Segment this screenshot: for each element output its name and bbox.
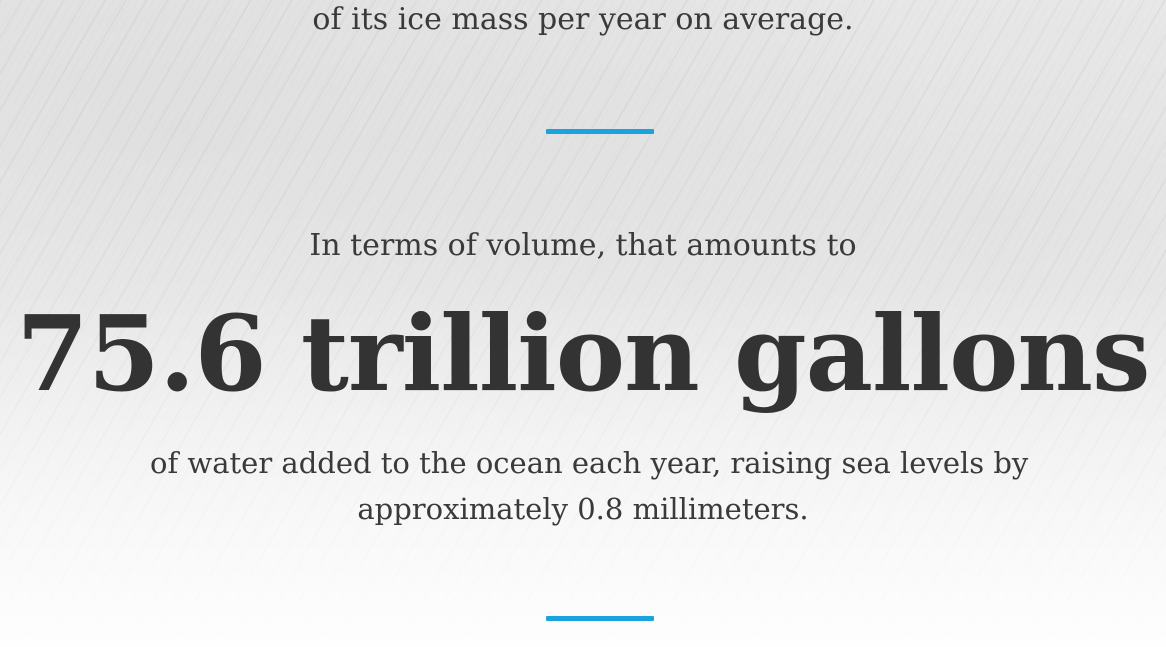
headline-figure: 75.6 trillion gallons [16, 292, 1150, 415]
explanation-text: of water added to the ocean each year, r… [150, 440, 1029, 532]
intro-text: In terms of volume, that amounts to [309, 228, 857, 263]
accent-divider-top [546, 129, 654, 134]
previous-paragraph-ending: of its ice mass per year on average. [312, 2, 854, 37]
explanation-line-1: of water added to the ocean each year, r… [150, 446, 1029, 480]
explanation-line-2: approximately 0.8 millimeters. [357, 492, 809, 526]
accent-divider-bottom [546, 616, 654, 621]
